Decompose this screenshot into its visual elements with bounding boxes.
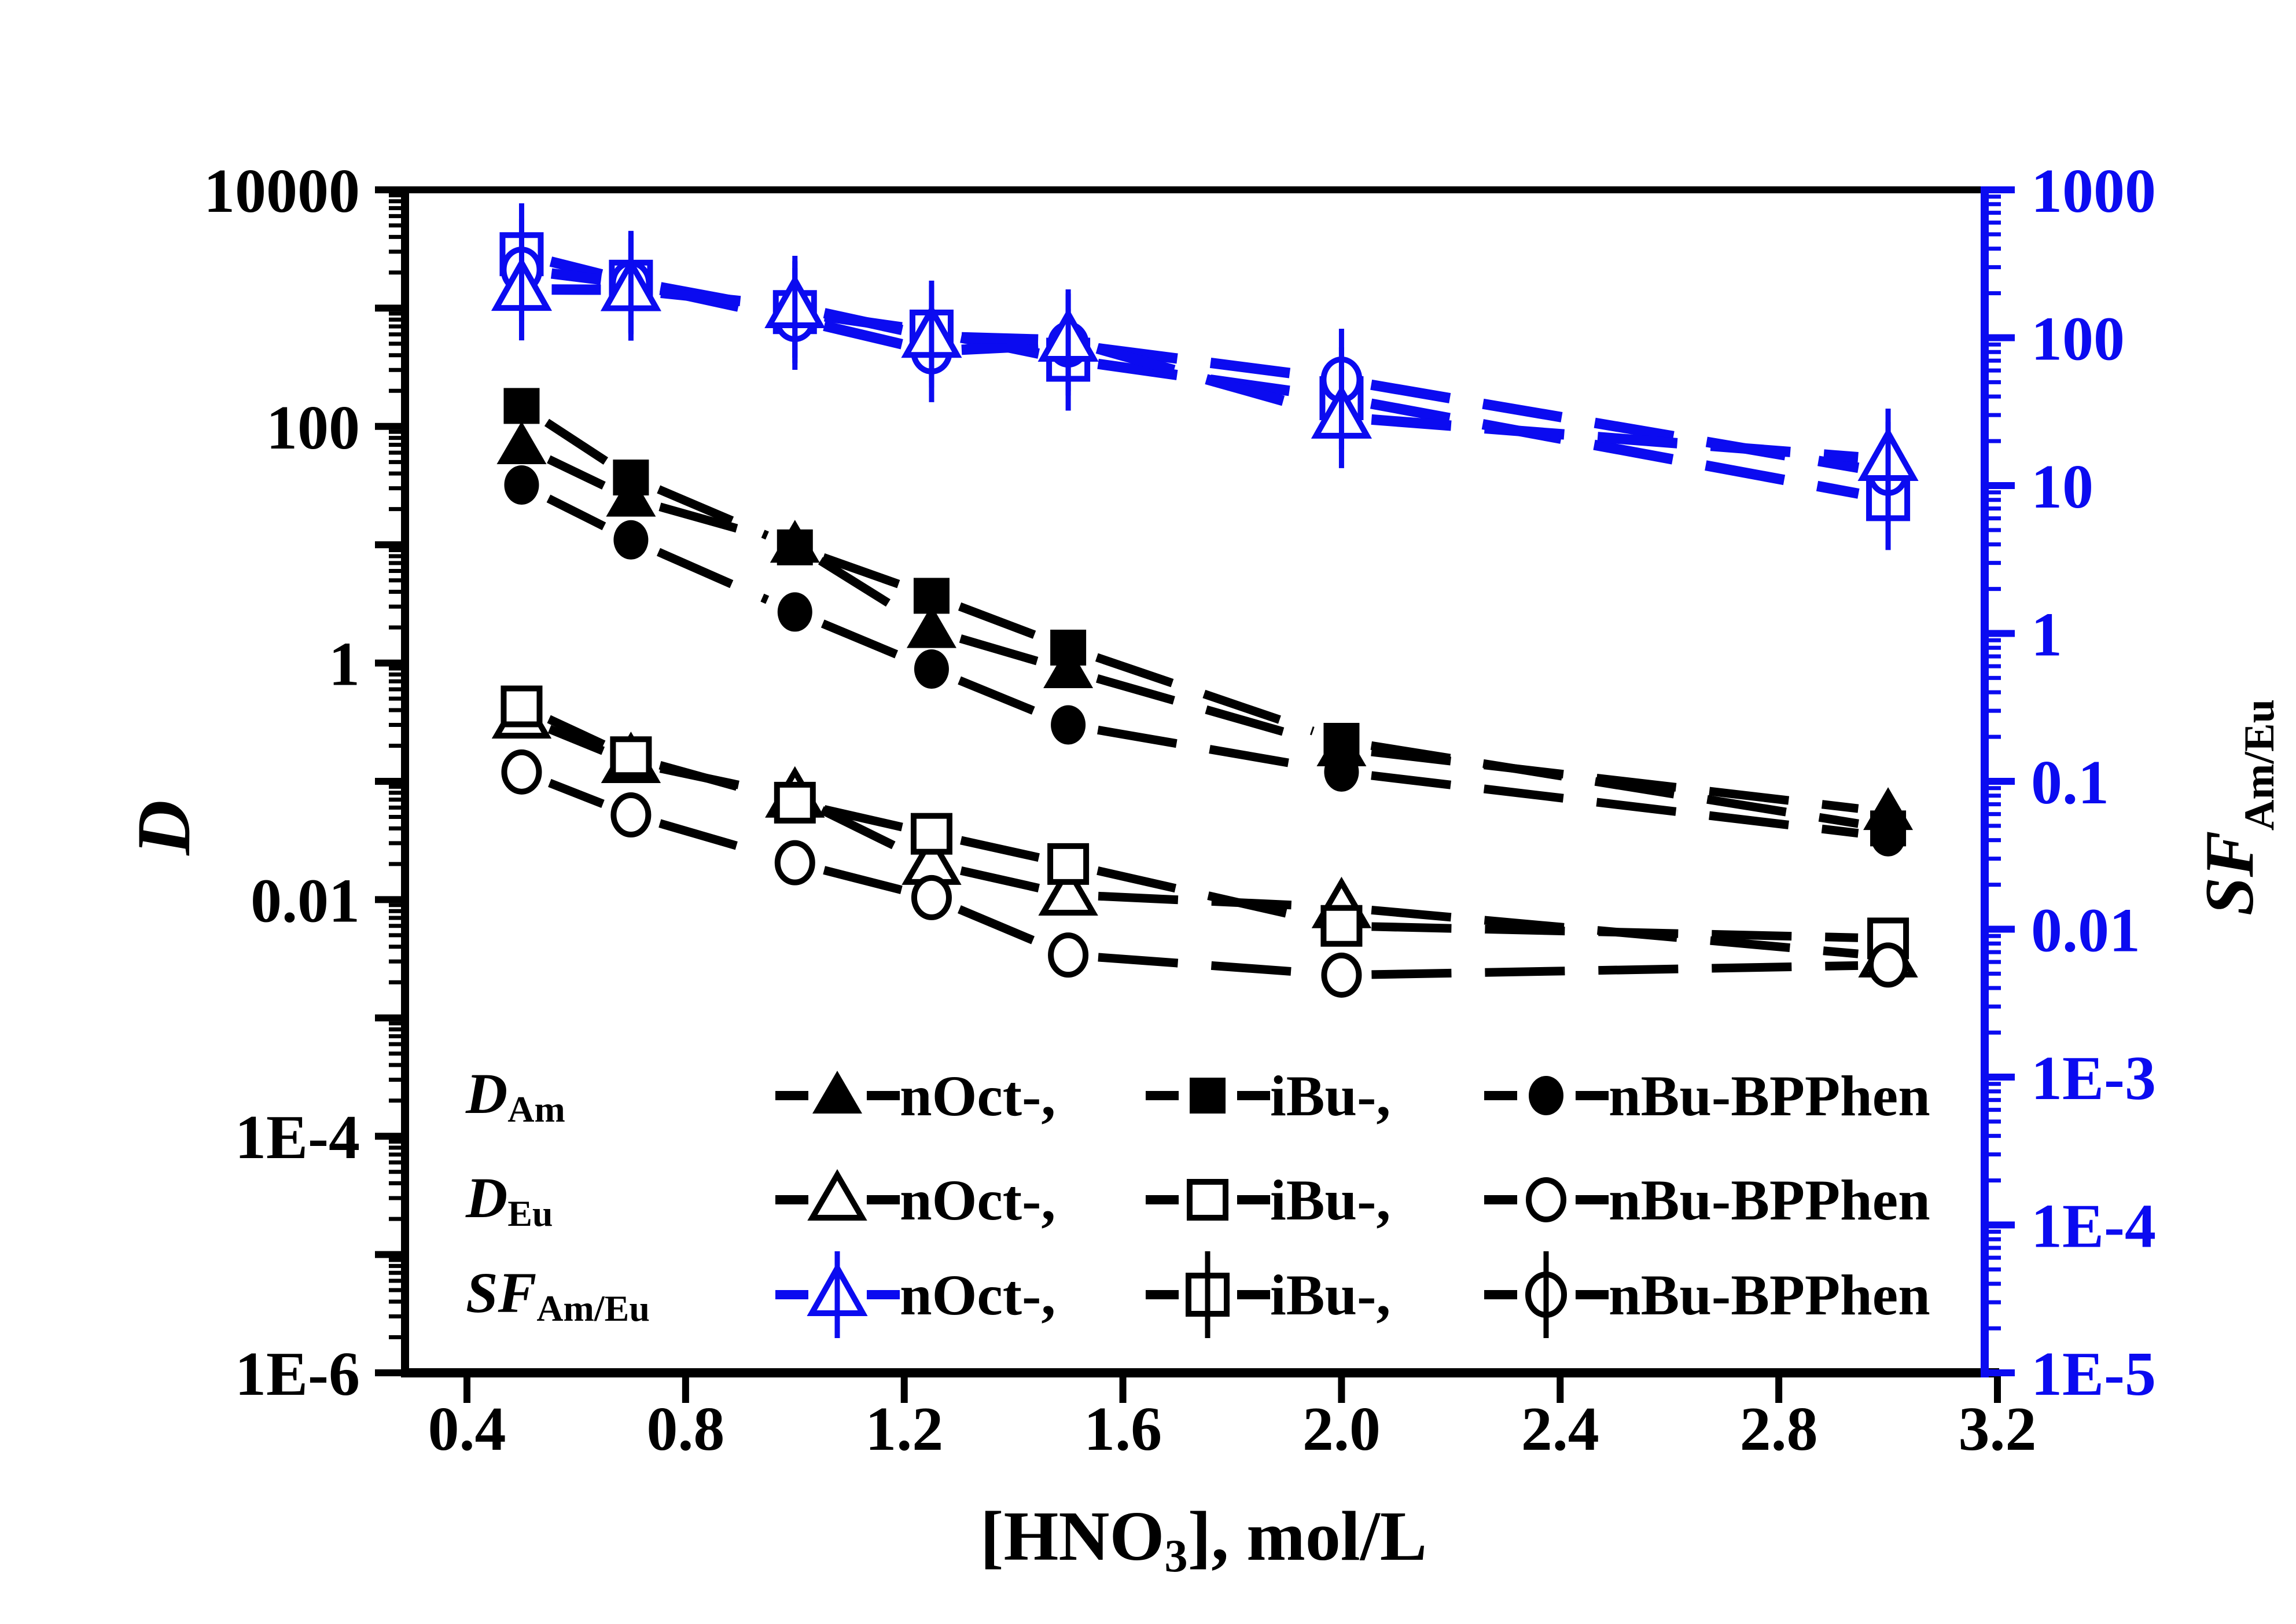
x-tick-label: 2.0 bbox=[1302, 1395, 1381, 1464]
y-left-tick-label: 100 bbox=[266, 394, 360, 462]
y-left-axis-ticks: 10000 100 1 0.01 1E-4 1E-6 bbox=[204, 157, 405, 1409]
y-right-tick-label: 1 bbox=[2031, 601, 2062, 670]
x-tick-label: 0.4 bbox=[428, 1395, 506, 1464]
y-right-tick-label: 10 bbox=[2031, 453, 2093, 521]
series-d-am-nbu-bpphen bbox=[504, 465, 1906, 857]
y-left-axis-title: D bbox=[121, 800, 206, 855]
y-right-axis-title: SFAm/Eu bbox=[2191, 699, 2283, 916]
y-right-axis-ticks: 1000 100 10 1 0.1 0.01 1E-3 1E-4 1E-5 bbox=[1985, 157, 2156, 1409]
x-axis-ticks: 0.4 0.8 1.2 1.6 2.0 2.4 2.8 3.2 bbox=[428, 1373, 2037, 1464]
x-axis-title: [HNO3], mol/L bbox=[980, 1497, 1427, 1582]
y-right-axis-title-subscript: Am/Eu bbox=[2236, 699, 2283, 831]
y-right-tick-label: 1000 bbox=[2031, 157, 2156, 226]
y-right-tick-label: 0.1 bbox=[2031, 748, 2109, 817]
series-d-am-ibu-bpphen bbox=[503, 388, 1907, 847]
y-left-tick-label: 0.01 bbox=[251, 866, 360, 935]
x-tick-label: 2.4 bbox=[1521, 1395, 1599, 1464]
series-d-eu-nbu-bpphen bbox=[501, 749, 1909, 998]
y-left-tick-label: 10000 bbox=[204, 157, 360, 226]
series-sf-am-eu-noct-bpphen bbox=[491, 238, 1919, 511]
series-sf-am-eu-ibu-bpphen bbox=[499, 203, 1911, 550]
x-tick-label: 3.2 bbox=[1959, 1395, 2037, 1464]
series-d-am-noct-bpphen bbox=[496, 421, 1914, 831]
x-axis-title-subscript: 3 bbox=[1164, 1530, 1188, 1582]
series-sf-am-eu-nbu-bpphen bbox=[501, 219, 1909, 524]
y-right-tick-label: 1E-3 bbox=[2031, 1044, 2156, 1113]
x-tick-label: 1.2 bbox=[865, 1395, 943, 1464]
y-right-tick-label: 0.01 bbox=[2031, 896, 2140, 965]
y-right-tick-label: 1E-4 bbox=[2031, 1192, 2156, 1261]
series-d-eu-ibu-bpphen bbox=[501, 685, 1909, 960]
y-left-tick-label: 1E-4 bbox=[235, 1103, 360, 1172]
y-right-tick-label: 100 bbox=[2031, 305, 2125, 374]
x-tick-label: 1.6 bbox=[1084, 1395, 1162, 1464]
x-tick-label: 0.8 bbox=[646, 1395, 724, 1464]
y-left-tick-label: 1 bbox=[329, 630, 360, 699]
x-tick-label: 2.8 bbox=[1740, 1395, 1818, 1464]
y-left-tick-label: 1E-6 bbox=[235, 1340, 360, 1409]
y-right-tick-label: 1E-5 bbox=[2031, 1340, 2156, 1409]
